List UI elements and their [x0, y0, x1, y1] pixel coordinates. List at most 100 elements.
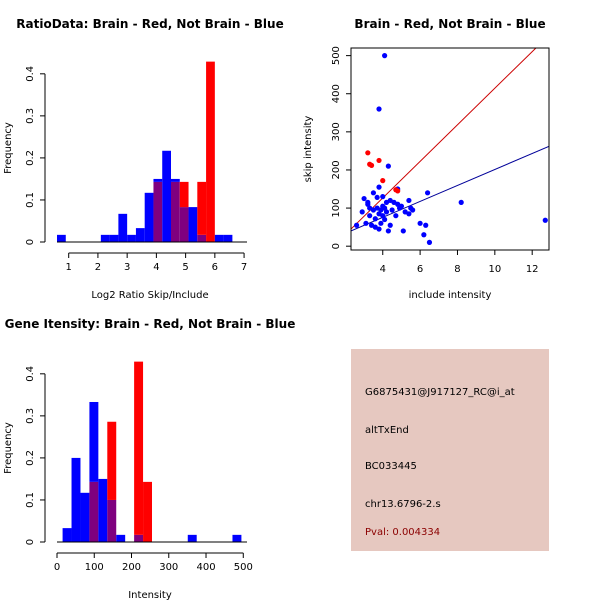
- chart0-x-tick-label-2: 3: [124, 262, 130, 273]
- scatter-point-not-brain-35: [393, 213, 399, 219]
- ratio-histogram-bars: [57, 61, 233, 242]
- chart0-bar-brain-14: [179, 181, 189, 208]
- scatter-point-not-brain-32: [387, 222, 393, 228]
- ratio-histogram-x-label: Log2 Ratio Skip/Include: [91, 290, 208, 301]
- intensity-histogram-title: Gene Itensity: Brain - Red, Not Brain - …: [5, 317, 296, 331]
- intensity-histogram-y-axis: 0 0.1 0.2 0.3 0.4: [25, 366, 46, 545]
- scatter-y-tick-label-3: 300: [331, 122, 342, 141]
- chart0-x-tick-label-4: 5: [182, 262, 188, 273]
- probe-id-text: G6875431@J917127_RC@i_at: [365, 387, 515, 398]
- scatter-point-not-brain-47: [421, 232, 427, 238]
- chart0-x-tick-label-5: 6: [212, 262, 218, 273]
- scatter-y-tick-label-5: 500: [331, 46, 342, 65]
- scatter-fit-lines: [351, 48, 549, 232]
- chart0-bar-not-brain-12: [162, 150, 171, 242]
- event-type-text: altTxEnd: [365, 425, 409, 436]
- intensity-histogram-x-label: Intensity: [128, 590, 172, 600]
- ratio-histogram-y-label: Frequency: [3, 122, 14, 174]
- chart2-bar-not-brain-1: [71, 457, 81, 542]
- scatter-point-not-brain-19: [378, 220, 384, 226]
- scatter-y-axis: 0 100 200 300 400 500: [331, 46, 351, 249]
- scatter-point-not-brain-25: [382, 53, 388, 59]
- scatter-point-not-brain-33: [389, 207, 395, 213]
- chart2-bar-brain-8: [134, 361, 144, 535]
- scatter-point-not-brain-52: [542, 217, 548, 223]
- chart2-x-tick-label-1: 100: [85, 562, 104, 573]
- intensity-histogram-x-axis: 0 100 200 300 400 500: [54, 552, 253, 573]
- chart0-bar-not-brain-15: [188, 207, 198, 242]
- chart0-bar-not-brain-0: [57, 234, 66, 242]
- chart2-bar-not-brain-6: [116, 534, 126, 542]
- chart0-bar-not-brain-8: [127, 234, 136, 242]
- scatter-fit-line-0: [351, 48, 537, 230]
- chart2-y-tick-label-1: 0.1: [25, 492, 36, 508]
- scatter-point-not-brain-5: [365, 199, 371, 205]
- chart2-y-tick-label-2: 0.2: [25, 450, 36, 466]
- pval-text: Pval: 0.004334: [365, 527, 441, 538]
- scatter-point-not-brain-1: [359, 209, 365, 215]
- chart2-x-tick-label-2: 200: [122, 562, 141, 573]
- scatter-point-brain-5: [395, 188, 401, 194]
- scatter-point-not-brain-30: [385, 228, 391, 234]
- intensity-histogram-panel: Gene Itensity: Brain - Red, Not Brain - …: [3, 317, 296, 601]
- accession-text: BC033445: [365, 461, 417, 472]
- scatter-panel: Brain - Red, Not Brain - Blue 0 100 200 300…: [303, 17, 550, 301]
- scatter-point-not-brain-48: [423, 222, 429, 228]
- scatter-x-tick-label-2: 8: [454, 264, 460, 275]
- scatter-point-not-brain-46: [417, 220, 423, 226]
- scatter-y-tick-label-0: 0: [331, 243, 342, 249]
- scatter-point-not-brain-26: [376, 106, 382, 112]
- chart0-bar-not-brain-7: [118, 213, 128, 242]
- scatter-point-not-brain-50: [426, 239, 433, 245]
- scatter-x-tick-label-0: 4: [380, 264, 386, 275]
- scatter-y-tick-label-2: 200: [331, 160, 342, 179]
- scatter-x-label: include intensity: [409, 290, 492, 301]
- scatter-point-not-brain-43: [406, 197, 412, 204]
- scatter-point-not-brain-45: [410, 207, 416, 213]
- chart2-x-tick-label-5: 500: [234, 562, 253, 573]
- chart2-bar-brain-9: [143, 481, 152, 542]
- chart0-bar-not-brain-13: [171, 178, 180, 182]
- scatter-x-tick-label-1: 6: [417, 264, 423, 275]
- chart2-bar-not-brain-14: [187, 534, 197, 542]
- scatter-point-not-brain-3: [363, 220, 369, 226]
- chart0-bar-not-brain-11: [153, 178, 163, 182]
- scatter-x-axis: 4 6 8 10 12: [380, 250, 539, 275]
- chart0-bar-not-brain-6: [109, 234, 119, 242]
- chart0-bar-overlap-11: [153, 181, 163, 242]
- chart0-y-tick-label-2: 0.2: [25, 150, 36, 166]
- scatter-point-not-brain-10: [370, 190, 377, 196]
- chart2-bar-overlap-3: [89, 481, 99, 542]
- chart0-bar-brain-16: [197, 181, 207, 235]
- scatter-point-brain-2: [368, 162, 375, 168]
- chart0-bar-not-brain-10: [144, 192, 154, 242]
- chart0-bar-not-brain-9: [135, 228, 145, 242]
- scatter-title: Brain - Red, Not Brain - Blue: [354, 17, 545, 31]
- scatter-point-not-brain-51: [458, 199, 464, 205]
- ratio-histogram-x-axis: 1 2 3 4 5 6 7: [66, 252, 247, 273]
- chart2-bar-not-brain-0: [62, 528, 72, 542]
- intensity-histogram-bars: [62, 361, 242, 542]
- chart2-bar-overlap-8: [134, 534, 144, 542]
- gene-info-panel: G6875431@J917127_RC@i_at altTxEnd BC0334…: [351, 349, 549, 551]
- chart2-y-tick-label-0: 0: [25, 539, 36, 545]
- chart2-bar-overlap-5: [107, 499, 117, 542]
- scatter-point-not-brain-40: [400, 228, 406, 234]
- scatter-point-not-brain-11: [372, 216, 378, 222]
- ratio-histogram-title: RatioData: Brain - Red, Not Brain - Blue: [16, 17, 283, 31]
- scatter-point-not-brain-29: [385, 163, 391, 169]
- chart0-bar-overlap-16: [197, 234, 207, 242]
- chart2-x-tick-label-3: 300: [159, 562, 178, 573]
- chart2-x-tick-label-4: 400: [196, 562, 215, 573]
- scatter-y-tick-label-1: 100: [331, 199, 342, 218]
- chart0-x-tick-label-1: 2: [95, 262, 101, 273]
- scatter-point-not-brain-0: [354, 222, 360, 228]
- location-text: chr13.6796-2.s: [365, 499, 441, 510]
- chart2-bar-not-brain-2: [80, 492, 90, 542]
- chart2-bar-not-brain-3: [89, 401, 99, 482]
- scatter-point-not-brain-7: [367, 213, 373, 219]
- chart0-bar-not-brain-18: [214, 234, 224, 242]
- scatter-point-not-brain-27: [383, 209, 390, 215]
